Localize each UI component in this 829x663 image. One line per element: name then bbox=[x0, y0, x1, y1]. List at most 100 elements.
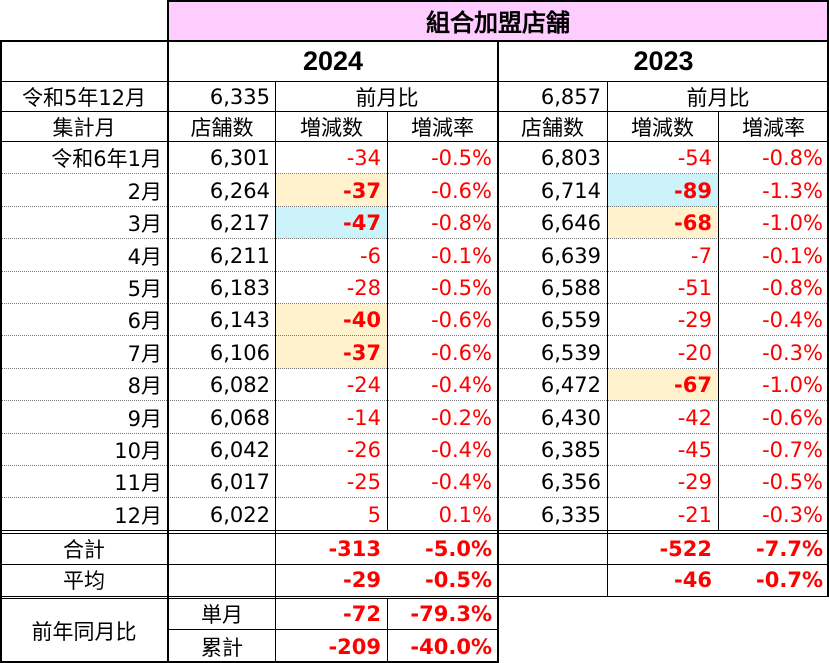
month-label: 4月 bbox=[127, 244, 162, 269]
change-2024: -24 bbox=[346, 373, 381, 397]
grid-line bbox=[0, 564, 829, 565]
change-2024: -47 bbox=[276, 207, 387, 239]
row-divider bbox=[0, 303, 829, 304]
grid-line bbox=[0, 596, 829, 597]
grid-line bbox=[0, 530, 829, 531]
change-2023: -42 bbox=[677, 405, 712, 430]
change-2024: -28 bbox=[346, 276, 381, 300]
total-change-2023: -522 bbox=[659, 536, 712, 561]
stores-2024: 6,068 bbox=[209, 405, 270, 430]
change-2023: -45 bbox=[677, 438, 712, 462]
rate-header-2023: 増減率 bbox=[742, 116, 805, 140]
rate-2023: -0.4% bbox=[762, 308, 823, 332]
grid-line bbox=[0, 111, 829, 112]
rate-2023: -0.8% bbox=[762, 276, 823, 300]
month-label: 3月 bbox=[127, 212, 162, 236]
rate-2024: -0.1% bbox=[431, 243, 492, 268]
stores-2024: 6,217 bbox=[209, 211, 270, 235]
month-label: 2月 bbox=[127, 179, 162, 204]
grid-line bbox=[0, 598, 498, 599]
stores-2023: 6,588 bbox=[540, 276, 601, 300]
change-2024: -14 bbox=[346, 405, 381, 430]
change-2023: -51 bbox=[677, 276, 712, 300]
row-divider bbox=[0, 433, 829, 434]
rate-2024: -0.5% bbox=[431, 146, 492, 170]
year-2023-header: 2023 bbox=[633, 46, 694, 76]
grid-line bbox=[0, 141, 829, 142]
month-label: 9月 bbox=[127, 406, 162, 431]
grid-line bbox=[275, 112, 276, 663]
average-label: 平均 bbox=[63, 569, 105, 593]
rate-2023: -1.0% bbox=[762, 211, 823, 235]
yoy-label: 前年同月比 bbox=[31, 619, 137, 644]
change-header-2023: 増減数 bbox=[631, 116, 694, 140]
average-change-2023: -46 bbox=[674, 568, 712, 592]
rate-2024: 0.1% bbox=[438, 502, 492, 527]
stores-2024: 6,022 bbox=[209, 502, 270, 527]
average-rate-2024: -0.5% bbox=[425, 568, 492, 592]
change-2024: -6 bbox=[360, 243, 381, 268]
stores-2024: 6,211 bbox=[209, 243, 270, 268]
row-divider bbox=[0, 400, 829, 401]
change-2024: 5 bbox=[367, 502, 381, 527]
base-month-label: 令和5年12月 bbox=[21, 86, 147, 110]
month-label: 7月 bbox=[127, 341, 162, 366]
change-2023: -29 bbox=[677, 308, 712, 332]
total-change-2024: -313 bbox=[328, 536, 381, 561]
stores-2023: 6,714 bbox=[540, 178, 601, 203]
rate-2024: -0.6% bbox=[431, 308, 492, 332]
row-divider bbox=[0, 465, 829, 466]
stores-header-2023: 店舗数 bbox=[521, 116, 584, 140]
grid-line bbox=[718, 112, 719, 531]
grid-line bbox=[168, 629, 498, 630]
stores-2024: 6,301 bbox=[209, 146, 270, 170]
month-label: 11月 bbox=[114, 471, 162, 495]
stores-2023: 6,639 bbox=[540, 243, 601, 268]
yoy-cumulative-change: -209 bbox=[328, 634, 381, 659]
stores-2023: 6,472 bbox=[540, 373, 601, 397]
base-stores-2023: 6,857 bbox=[540, 85, 601, 109]
change-2023: -67 bbox=[607, 369, 718, 401]
row-divider bbox=[0, 238, 829, 239]
total-label: 合計 bbox=[63, 537, 105, 562]
change-2023: -7 bbox=[691, 243, 712, 268]
row-divider bbox=[0, 335, 829, 336]
stores-2024: 6,042 bbox=[209, 438, 270, 462]
base-stores-2024: 6,335 bbox=[209, 85, 270, 109]
stores-2023: 6,335 bbox=[540, 502, 601, 527]
rate-2023: -1.3% bbox=[762, 178, 823, 203]
change-2024: -26 bbox=[346, 438, 381, 462]
row-divider bbox=[0, 173, 829, 174]
stores-2024: 6,264 bbox=[209, 178, 270, 203]
grid-line bbox=[387, 598, 388, 663]
yoy-cumulative-rate: -40.0% bbox=[410, 634, 492, 659]
month-label: 12月 bbox=[114, 503, 162, 528]
stores-2024: 6,183 bbox=[209, 276, 270, 300]
stores-2023: 6,356 bbox=[540, 470, 601, 494]
table-title: 組合加盟店舗 bbox=[168, 0, 828, 41]
rate-2023: -0.1% bbox=[762, 243, 823, 268]
grid-line bbox=[167, 0, 169, 663]
average-change-2024: -29 bbox=[343, 568, 381, 592]
grid-line bbox=[827, 0, 829, 597]
change-2023: -54 bbox=[677, 146, 712, 170]
compare-label-2024: 前月比 bbox=[355, 86, 419, 110]
rate-2023: -0.8% bbox=[762, 146, 823, 170]
month-label: 6月 bbox=[127, 309, 162, 333]
stores-2023: 6,559 bbox=[540, 308, 601, 332]
yoy-cumulative-label: 累計 bbox=[201, 635, 243, 660]
change-2024: -34 bbox=[346, 146, 381, 170]
rate-2024: -0.4% bbox=[431, 438, 492, 462]
month-label: 令和6年1月 bbox=[51, 147, 162, 171]
grid-line bbox=[0, 40, 829, 42]
stores-2024: 6,143 bbox=[209, 308, 270, 332]
stores-2023: 6,430 bbox=[540, 405, 601, 430]
rate-2024: -0.6% bbox=[431, 178, 492, 203]
change-header-2024: 増減数 bbox=[300, 116, 363, 140]
rate-2023: -0.7% bbox=[762, 438, 823, 462]
change-2024: -37 bbox=[276, 174, 387, 207]
stores-2023: 6,385 bbox=[540, 438, 601, 462]
month-label: 10月 bbox=[114, 439, 162, 463]
change-2023: -21 bbox=[677, 502, 712, 527]
